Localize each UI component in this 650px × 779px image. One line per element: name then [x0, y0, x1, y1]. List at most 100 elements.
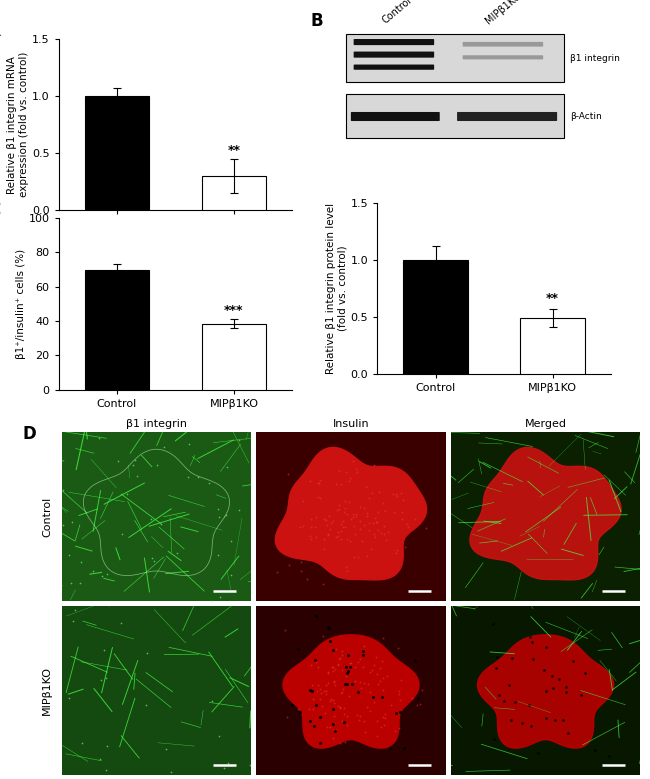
Point — [332, 504, 342, 516]
Point — [339, 707, 349, 720]
Point — [305, 474, 315, 487]
Point — [346, 657, 356, 669]
Point — [329, 675, 339, 688]
Point — [344, 689, 354, 702]
Point — [223, 757, 233, 770]
Point — [116, 527, 127, 540]
Bar — [202, 176, 266, 210]
Point — [315, 682, 325, 695]
Point — [101, 763, 112, 776]
Polygon shape — [283, 635, 419, 748]
Point — [343, 649, 354, 661]
Point — [166, 765, 177, 777]
Point — [333, 659, 344, 671]
Point — [333, 658, 343, 671]
Point — [318, 630, 328, 643]
Point — [306, 521, 316, 534]
Point — [340, 502, 350, 514]
Point — [421, 521, 431, 534]
Point — [325, 523, 335, 536]
Point — [525, 631, 535, 643]
Point — [322, 519, 332, 531]
Point — [335, 651, 345, 664]
Point — [310, 520, 320, 533]
Point — [226, 535, 236, 548]
Point — [306, 533, 316, 545]
Point — [152, 459, 162, 471]
Point — [379, 528, 389, 541]
Point — [311, 530, 321, 543]
Point — [558, 714, 568, 726]
Point — [507, 652, 517, 664]
Point — [328, 731, 338, 744]
Point — [287, 699, 298, 711]
Point — [337, 682, 348, 695]
Point — [192, 471, 203, 484]
Point — [352, 686, 363, 698]
Text: B: B — [310, 12, 322, 30]
Point — [580, 668, 591, 680]
Point — [352, 709, 363, 721]
Point — [348, 455, 358, 467]
Point — [364, 705, 374, 717]
Point — [207, 695, 217, 707]
Point — [333, 464, 344, 477]
Point — [113, 454, 124, 467]
Point — [369, 696, 380, 708]
Point — [355, 501, 365, 513]
Point — [369, 658, 379, 671]
Point — [161, 743, 171, 756]
Point — [318, 543, 329, 555]
Point — [315, 492, 326, 504]
Text: Control: Control — [42, 497, 52, 537]
Point — [282, 711, 293, 724]
Point — [315, 693, 325, 706]
Point — [375, 662, 385, 675]
Point — [294, 706, 305, 718]
Point — [355, 515, 365, 527]
Point — [354, 652, 365, 664]
Point — [335, 737, 345, 749]
FancyBboxPatch shape — [351, 112, 440, 121]
Text: **: ** — [546, 292, 559, 305]
Point — [369, 459, 380, 471]
Point — [354, 710, 365, 722]
Point — [343, 665, 353, 678]
Point — [214, 511, 225, 523]
Point — [244, 759, 255, 771]
Point — [342, 565, 352, 577]
Point — [358, 661, 369, 673]
Text: D: D — [23, 425, 36, 442]
Point — [391, 490, 402, 502]
Point — [395, 688, 405, 700]
Point — [64, 692, 74, 704]
Point — [567, 654, 578, 667]
Point — [130, 453, 140, 466]
Point — [298, 495, 308, 507]
Point — [349, 551, 359, 563]
Point — [348, 508, 358, 520]
Point — [385, 742, 395, 754]
Polygon shape — [276, 447, 426, 580]
Point — [387, 488, 398, 500]
Point — [325, 695, 335, 707]
Point — [372, 516, 382, 528]
Point — [213, 502, 223, 515]
Point — [233, 504, 244, 516]
Point — [576, 689, 586, 701]
Point — [364, 492, 374, 504]
Point — [350, 661, 360, 674]
Point — [361, 507, 372, 520]
Point — [533, 747, 543, 760]
Point — [355, 523, 365, 535]
Point — [315, 710, 326, 723]
Point — [316, 687, 326, 700]
Point — [76, 555, 86, 568]
Point — [337, 645, 347, 657]
Point — [356, 535, 367, 548]
Point — [293, 643, 304, 655]
Text: β1 integrin: β1 integrin — [570, 54, 620, 63]
Point — [330, 725, 341, 738]
Point — [371, 715, 382, 728]
Point — [365, 686, 375, 698]
